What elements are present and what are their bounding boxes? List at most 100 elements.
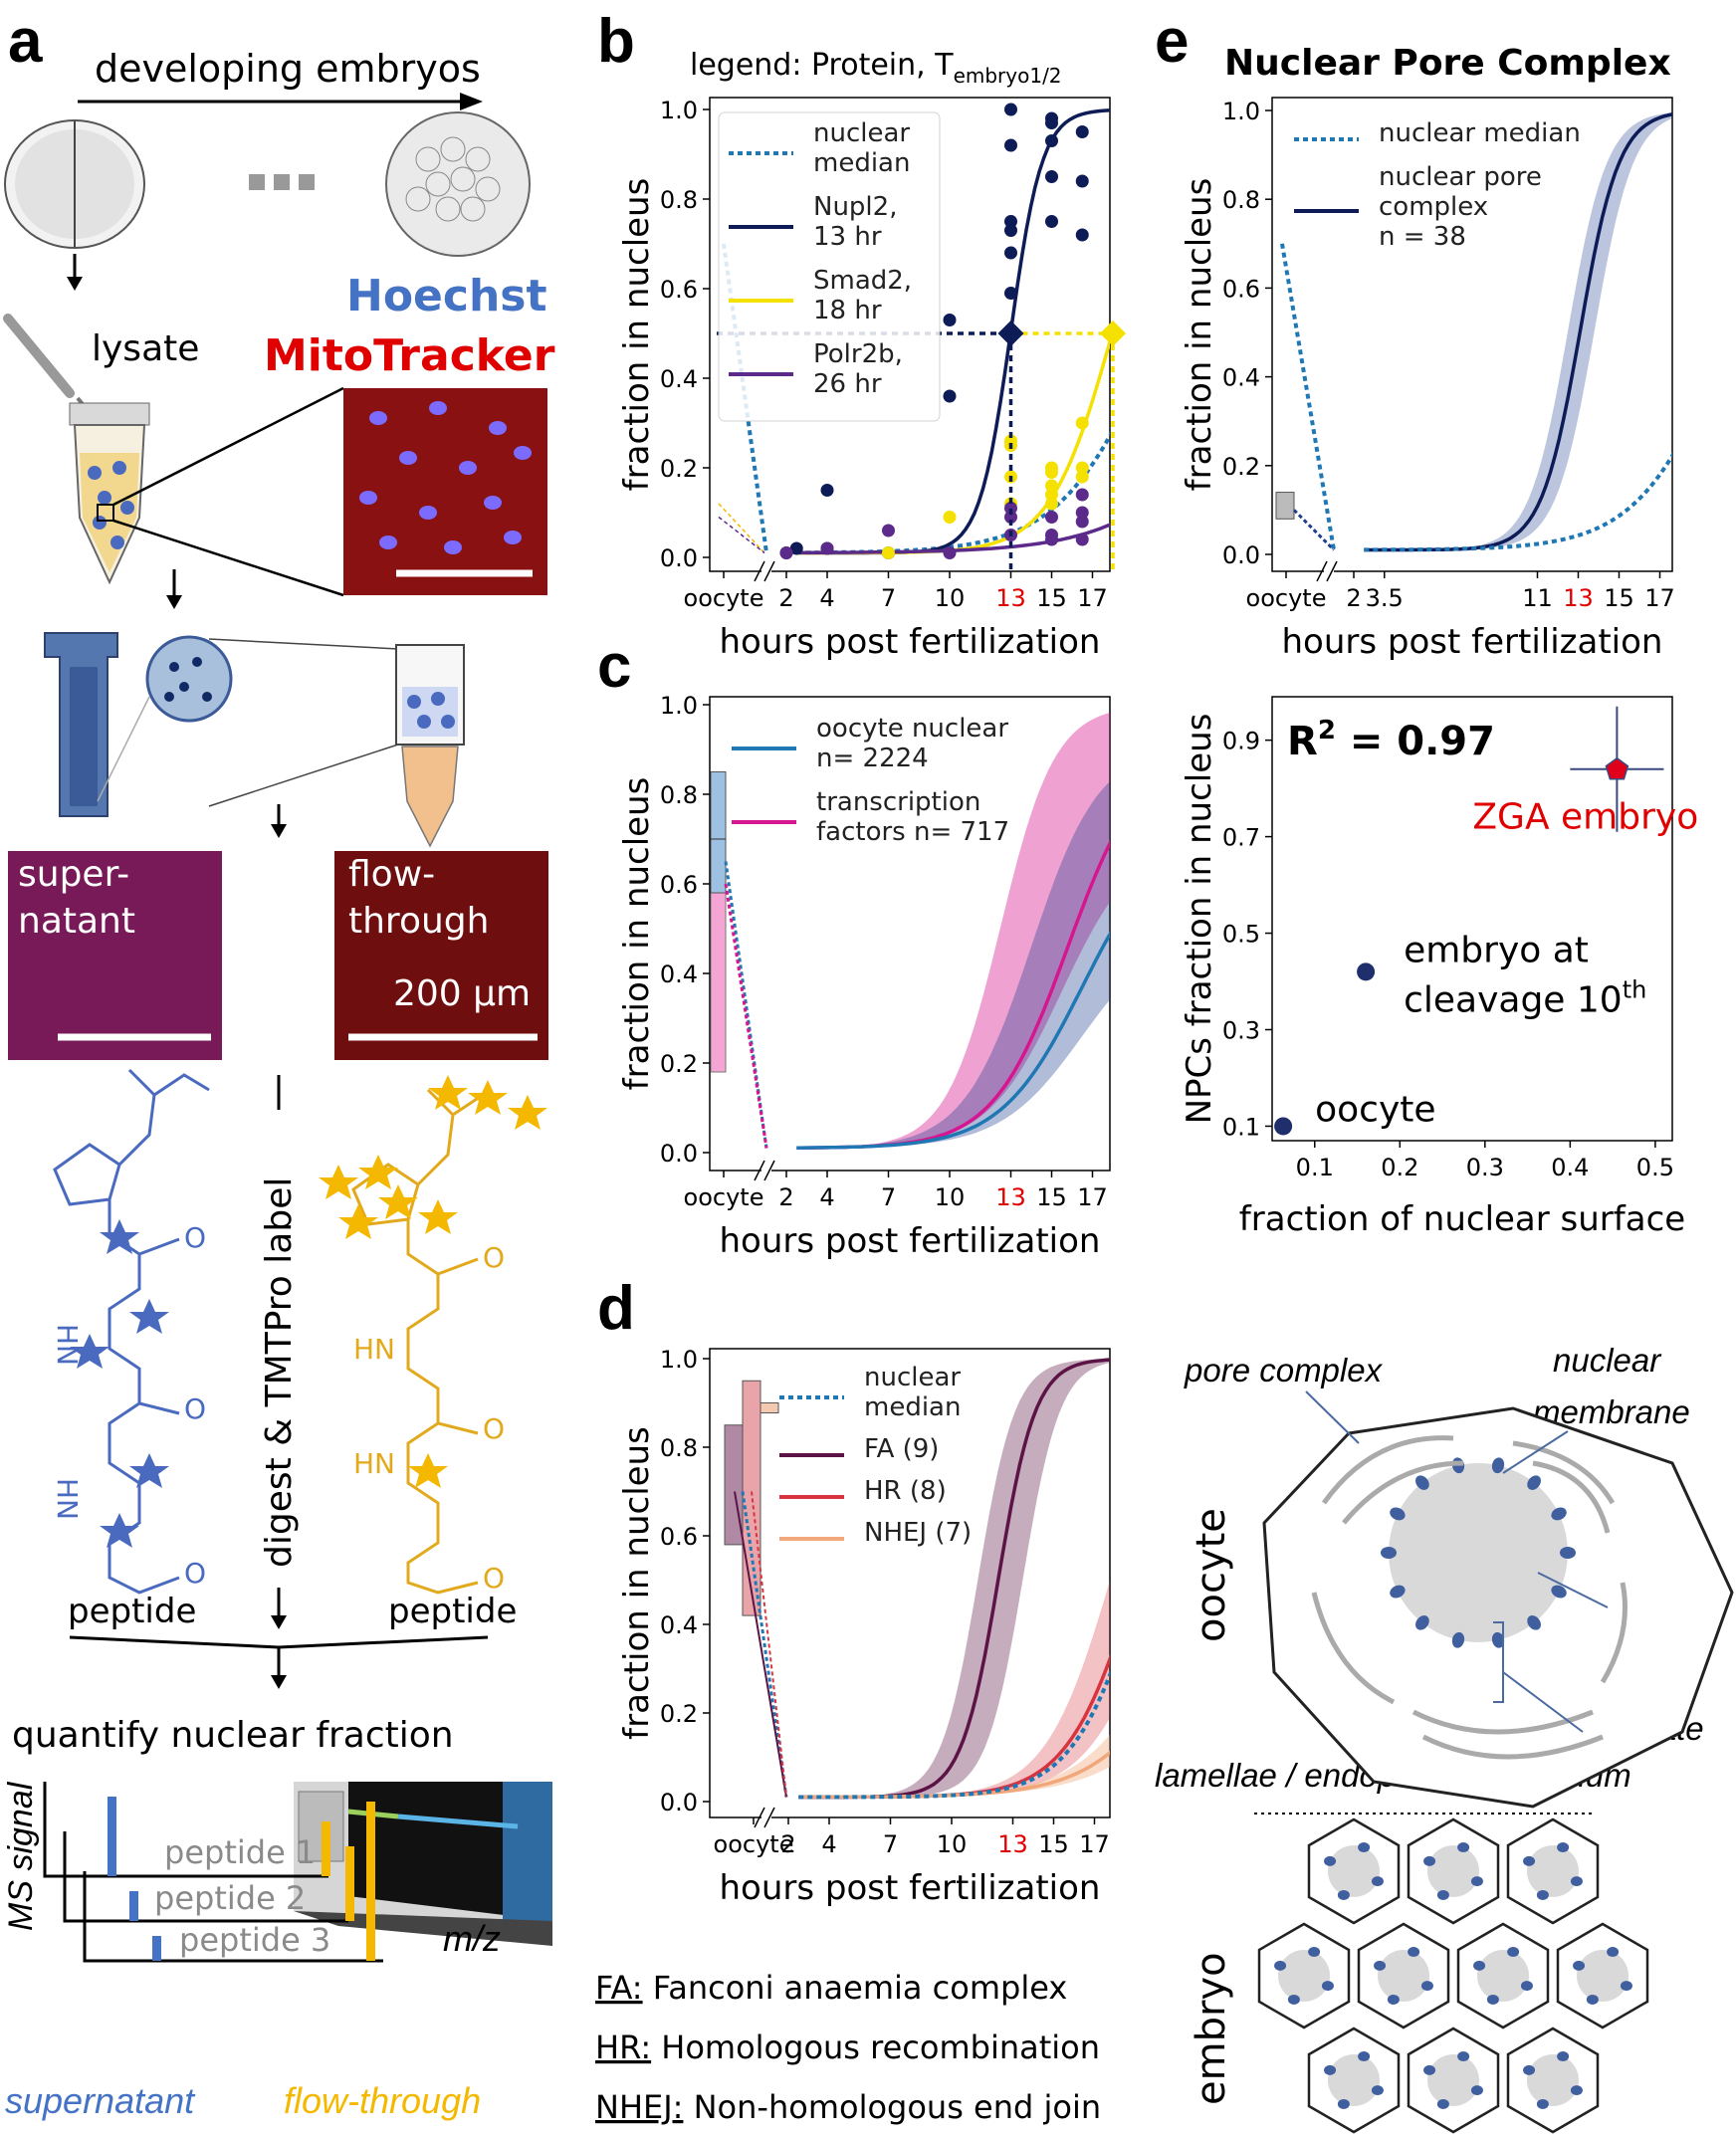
smad2-point: [1075, 461, 1089, 475]
y-tick-label: 1.0: [660, 97, 698, 124]
flowthrough-image-label-2: through: [348, 901, 489, 942]
y-tick-label: 0.4: [660, 961, 698, 988]
y-tick-label: 0.8: [1222, 186, 1260, 214]
npc-oocyte-drop: [1292, 509, 1336, 551]
embryo-nuclear-pore: [1321, 1981, 1334, 1992]
mitotracker-label: MitoTracker: [264, 330, 555, 381]
smad2-point: [1075, 470, 1089, 484]
axis-break: [754, 1807, 765, 1828]
hr-oocyte-box: [742, 1380, 761, 1616]
x-tick-label: 10: [935, 584, 966, 612]
supernatant-image-label-2: natant: [18, 901, 135, 942]
axis-break-gap: [761, 561, 771, 581]
plot-b: 0.0 0.2 0.4 0.6 0.8 1.0 oocyte 2 4 7 10 13 15 17 hours…: [617, 97, 1126, 662]
embryo-nuclear-pore: [1358, 1842, 1371, 1853]
nupl2-point: [1045, 170, 1058, 183]
polr2b-point: [1004, 511, 1017, 524]
panel-b-title: legend: Protein, Tembryo1/2: [690, 48, 1062, 88]
axis-break: [754, 560, 765, 582]
panel-b: b legend: Protein, Tembryo1/2 0.00.20.40…: [597, 7, 1126, 662]
mass-spec-instrument-image: [294, 1782, 552, 1946]
embryo-cell-nucleus: [1477, 1950, 1529, 2002]
embryo-cell-nucleus: [1328, 2054, 1380, 2106]
panel-label-d: d: [597, 1274, 635, 1343]
nupl2-half-marker: [997, 320, 1024, 346]
svg-text:O: O: [483, 1562, 505, 1595]
polr2b-point: [1004, 502, 1017, 515]
legend-label: HR (8): [864, 1476, 947, 1506]
x-tick-label: 17: [1079, 1830, 1110, 1858]
plot-c: 0.0 0.2 0.4 0.6 0.8 1.0 oocyte 2 4 7 10 13 15 17 hours…: [617, 692, 1110, 1261]
zga-embryo-label: ZGA embryo: [1472, 797, 1698, 838]
x-tick-label: 13: [1563, 584, 1594, 612]
embryo-nuclear-pore: [1374, 1960, 1387, 1971]
axis-break: [754, 1160, 765, 1181]
point-label: embryo at: [1404, 930, 1589, 970]
legend-label: nuclear: [813, 118, 910, 148]
supernatant-image: [8, 851, 222, 1060]
ms-ylabel: MS signal: [2, 1781, 40, 1931]
panel-label-b: b: [597, 7, 635, 76]
panel-e: e Nuclear Pore Complex 0.0 0.2 0.4 0.6 0.8 1.…: [1155, 7, 1734, 2134]
legend-label: n = 38: [1379, 222, 1466, 252]
series-nuclear-median-d: [798, 1669, 1110, 1800]
embryo-nuclear-pore: [1308, 1947, 1321, 1958]
embryo-nuclear-pore: [1557, 1842, 1570, 1853]
x-axis-label: hours post fertilization: [720, 1221, 1101, 1261]
legend-label: 26 hr: [813, 369, 882, 399]
x-tick-label: 0.3: [1466, 1154, 1504, 1181]
series-oocyte-nuclear: [796, 931, 1110, 1150]
lysate-tube-image: [3, 314, 150, 585]
plot-c-curves: [710, 712, 1110, 1150]
ellipsis-dots: [249, 174, 315, 190]
x-tick-label: 10: [937, 1830, 968, 1858]
fa-band: [798, 1359, 1110, 1798]
axis-break-gap: [761, 1161, 771, 1180]
x-tick-label: 0.4: [1551, 1154, 1589, 1181]
nuclear-pore: [1491, 1457, 1505, 1474]
y-tick-label: 0.6: [660, 276, 698, 304]
smad2-half-marker: [1100, 320, 1126, 346]
nupl2-point: [943, 314, 957, 326]
panel-c: c 0.0 0.2 0.4 0.6 0.8 1.0 oocyte 2 4 7 10 13 15 17 hou…: [597, 632, 1111, 1261]
ms-peak-supernatant-1: [108, 1797, 116, 1876]
legend-label: nuclear median: [1379, 118, 1581, 148]
embryo-nuclear-pore: [1420, 1981, 1433, 1992]
nuclear-pore: [1390, 1507, 1406, 1521]
axis-break: [763, 1807, 775, 1828]
embryo-cell-nucleus: [1427, 2054, 1479, 2106]
y-axis-label: fraction in nucleus: [617, 777, 657, 1091]
x-tick-label: 10: [935, 1183, 966, 1211]
panel-d-footnotes: FA: Fanconi anaemia complex HR: Homologo…: [595, 1969, 1101, 2126]
y-tick-label: 1.0: [660, 692, 698, 720]
embryo-nuclear-pore: [1570, 1876, 1583, 1887]
smad2-point: [882, 546, 895, 559]
x-axis-label: fraction of nuclear surface: [1239, 1199, 1685, 1239]
lysate-label: lysate: [92, 328, 199, 369]
peptide-labels-right: O O O HN HN: [319, 1075, 547, 1595]
x-tick-label: 15: [1036, 1183, 1067, 1211]
embryo-nuclear-pore: [1287, 1994, 1300, 2005]
embryo-nuclear-pore: [1324, 2064, 1337, 2075]
svg-text:O: O: [483, 1241, 505, 1274]
y-tick-label: 0.8: [660, 1434, 698, 1462]
scatter-point: [1274, 1117, 1293, 1136]
embryo-cells: [1257, 1817, 1649, 2134]
embryo-nuclear-pore: [1387, 1994, 1400, 2005]
polr2b-oocyte-drop: [718, 516, 765, 554]
x-tick-label: oocyte: [714, 1830, 794, 1858]
nupl2-point: [1004, 138, 1017, 152]
fa-oocyte-drop: [734, 1491, 787, 1798]
y-tick-label: 0.7: [1222, 824, 1260, 852]
x-tick-label: oocyte: [1246, 584, 1327, 612]
svg-text:O: O: [184, 1557, 206, 1590]
y-tick-label: 0.4: [1222, 364, 1260, 392]
embryo-nuclear-pore: [1570, 2085, 1583, 2096]
panel-a: a developing embryos: [2, 7, 555, 2121]
x-tick-label: 11: [1522, 584, 1553, 612]
y-tick-label: 0.2: [660, 455, 698, 483]
label-pore-complex: pore complex: [1184, 1352, 1384, 1388]
x-tick-label: 0.1: [1296, 1154, 1334, 1181]
x-tick-label: 15: [1604, 584, 1634, 612]
nupl2-point: [943, 389, 957, 403]
